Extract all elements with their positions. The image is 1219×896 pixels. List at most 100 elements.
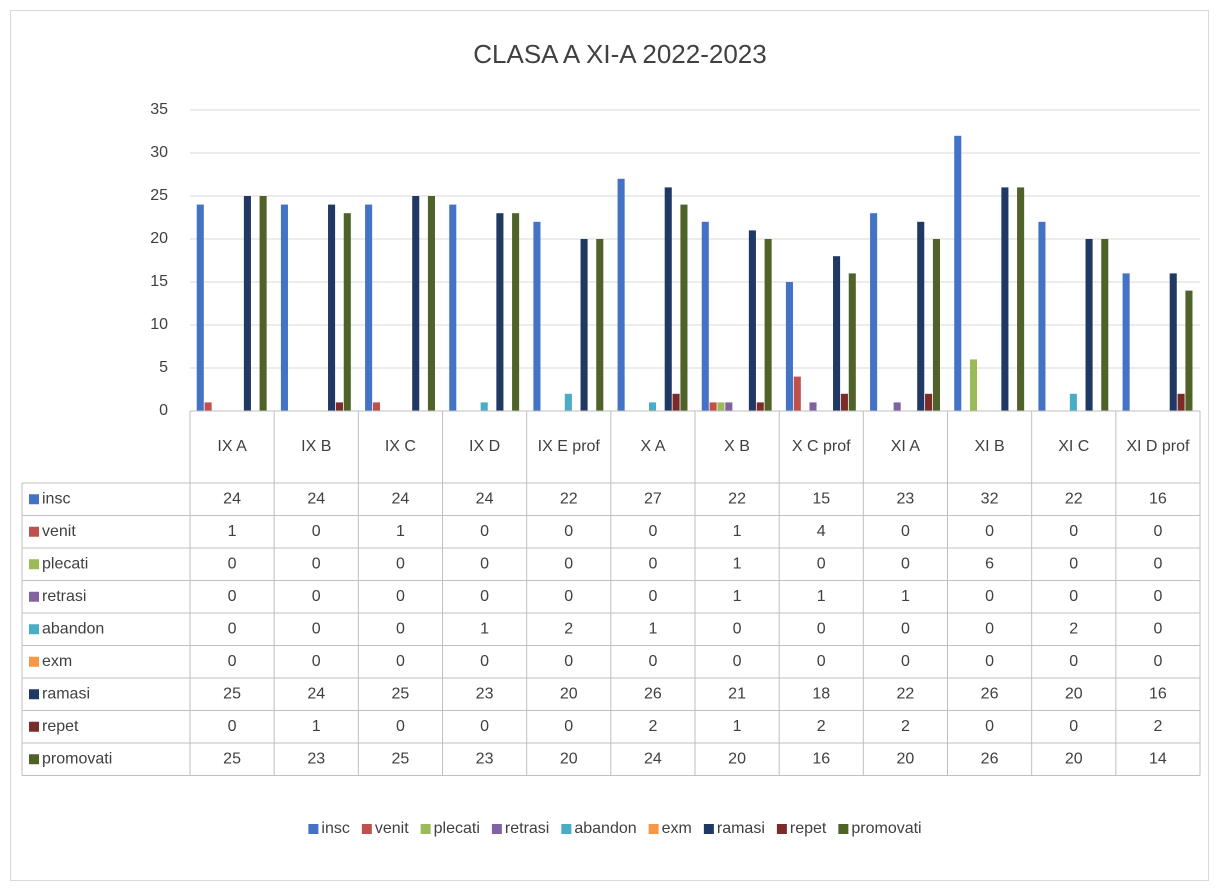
bar (709, 402, 717, 411)
x-tick-label: IX A (217, 438, 247, 455)
table-cell: 0 (228, 620, 237, 637)
table-cell: 0 (312, 653, 321, 670)
table-series-name: insc (42, 490, 70, 507)
x-tick-label: IX C (385, 438, 416, 455)
table-cell: 20 (560, 685, 578, 702)
table-cell: 0 (648, 653, 657, 670)
bar (280, 204, 288, 411)
table-cell: 16 (1149, 685, 1167, 702)
y-tick-label: 30 (150, 144, 168, 161)
table-cell: 0 (396, 588, 405, 605)
table-cell: 0 (396, 653, 405, 670)
bar (725, 402, 733, 411)
bar (335, 402, 343, 411)
bar (427, 196, 435, 411)
bar (833, 256, 841, 411)
table-cell: 20 (728, 750, 746, 767)
bar (664, 187, 672, 411)
bar (680, 204, 688, 411)
table-cell: 0 (985, 653, 994, 670)
legend-key (703, 824, 714, 834)
legend-label: plecati (434, 820, 480, 837)
table-series-name: exm (42, 653, 72, 670)
table-cell: 0 (901, 620, 910, 637)
table-cell: 1 (733, 523, 742, 540)
table-cell: 0 (1153, 555, 1162, 572)
table-cell: 0 (312, 620, 321, 637)
table-cell: 25 (223, 685, 241, 702)
bar (1085, 239, 1093, 411)
bar (717, 402, 725, 411)
table-cell: 0 (396, 620, 405, 637)
legend-key (561, 824, 572, 834)
table-cell: 24 (392, 490, 410, 507)
bar (328, 204, 336, 411)
bar (412, 196, 420, 411)
table-cell: 26 (981, 685, 999, 702)
bar (1185, 290, 1193, 411)
bar (756, 402, 764, 411)
bar (449, 204, 457, 411)
bar (969, 359, 978, 411)
table-cell: 22 (560, 490, 578, 507)
table-cell: 1 (228, 523, 237, 540)
table-cell: 22 (897, 685, 915, 702)
table-legend-key (29, 689, 39, 700)
table-cell: 0 (648, 588, 657, 605)
table-cell: 0 (312, 555, 321, 572)
legend-key (648, 824, 659, 834)
table-cell: 1 (396, 523, 405, 540)
table-cell: 23 (897, 490, 915, 507)
x-tick-label: IX D (469, 438, 500, 455)
table-cell: 0 (817, 555, 826, 572)
table-cell: 25 (223, 750, 241, 767)
legend-key (838, 824, 849, 834)
table-cell: 20 (897, 750, 915, 767)
table-cell: 20 (1065, 750, 1083, 767)
legend-label: ramasi (717, 820, 765, 837)
bar (1017, 187, 1025, 411)
bar (259, 196, 267, 411)
bar (617, 178, 625, 411)
table-series-name: retrasi (42, 588, 86, 605)
chart-frame (10, 10, 1209, 881)
table-cell: 0 (817, 620, 826, 637)
table-cell: 18 (812, 685, 830, 702)
table-cell: 16 (812, 750, 830, 767)
chart-title: CLASA A XI-A 2022-2023 (473, 39, 766, 69)
bar (809, 402, 817, 411)
table-cell: 2 (1153, 718, 1162, 735)
bar (925, 393, 933, 411)
table-cell: 0 (985, 523, 994, 540)
bar (848, 273, 856, 411)
bar (748, 230, 756, 411)
bar (932, 239, 940, 411)
table-cell: 0 (396, 718, 405, 735)
bar (480, 402, 488, 411)
bar (365, 204, 373, 411)
table-cell: 0 (1153, 588, 1162, 605)
table-cell: 1 (733, 718, 742, 735)
table-cell: 24 (223, 490, 241, 507)
table-cell: 2 (1069, 620, 1078, 637)
bar (533, 221, 541, 411)
table-legend-key (29, 754, 39, 765)
legend-key (361, 824, 372, 834)
bar (196, 204, 204, 411)
bar (793, 376, 801, 411)
table-cell: 0 (1153, 620, 1162, 637)
x-tick-label: IX E prof (538, 438, 601, 455)
bar (512, 213, 520, 411)
table-cell: 0 (985, 588, 994, 605)
legend-label: insc (321, 820, 349, 837)
table-cell: 4 (817, 523, 826, 540)
bar (1177, 393, 1185, 411)
table-cell: 22 (1065, 490, 1083, 507)
table-cell: 0 (817, 653, 826, 670)
legend-label: exm (662, 820, 692, 837)
y-tick-label: 5 (159, 359, 168, 376)
legend-label: repet (790, 820, 827, 837)
bar (372, 402, 380, 411)
x-tick-label: X A (640, 438, 665, 455)
